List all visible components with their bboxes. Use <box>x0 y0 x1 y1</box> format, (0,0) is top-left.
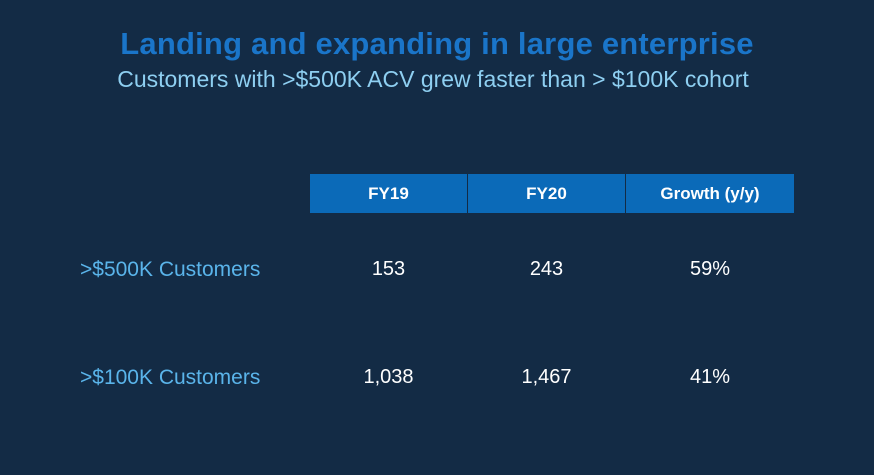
slide-title: Landing and expanding in large enterpris… <box>120 26 754 61</box>
cell-500k-fy19: 153 <box>371 258 406 280</box>
cell-100k-growth: 41% <box>689 366 731 388</box>
column-header-growth: Growth (y/y) <box>626 174 794 213</box>
cell-500k-growth: 59% <box>689 258 731 280</box>
cell-100k-fy19: 1,038 <box>363 366 414 388</box>
column-header-fy19: FY19 <box>310 174 467 213</box>
slide-subtitle: Customers with >$500K ACV grew faster th… <box>117 66 749 92</box>
row-label-100k: >$100K Customers <box>80 366 261 389</box>
cell-100k-fy20: 1,467 <box>521 366 572 388</box>
column-header-fy20: FY20 <box>468 174 625 213</box>
row-label-500k: >$500K Customers <box>80 258 261 281</box>
cell-500k-fy20: 243 <box>529 258 564 280</box>
